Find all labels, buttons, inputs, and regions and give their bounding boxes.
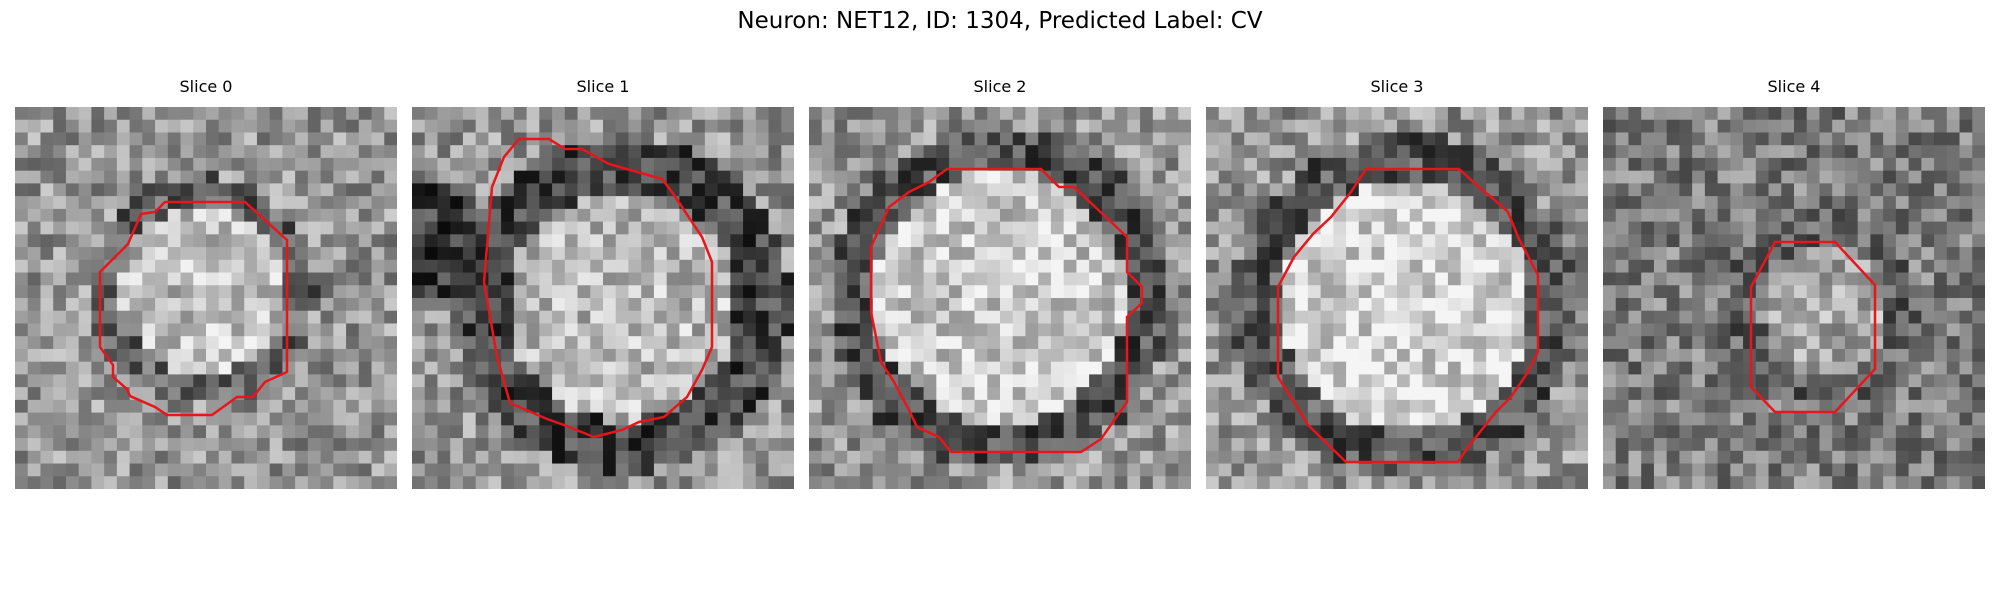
slice-panel-3: Slice 3 — [1206, 77, 1588, 489]
contour-3 — [1276, 167, 1540, 464]
slice-panel-4: Slice 4 — [1603, 77, 1985, 489]
slice-title-0: Slice 0 — [179, 77, 233, 96]
slice-panel-0: Slice 0 — [15, 77, 397, 489]
slice-panel-1: Slice 1 — [412, 77, 794, 489]
slice-title-4: Slice 4 — [1767, 77, 1821, 96]
slice-image-0 — [15, 107, 397, 489]
slice-title-3: Slice 3 — [1370, 77, 1424, 96]
contour-2 — [869, 167, 1144, 454]
slice-image-1 — [412, 107, 794, 489]
contour-4 — [1749, 240, 1877, 414]
slice-image-3 — [1206, 107, 1588, 489]
slice-title-1: Slice 1 — [576, 77, 630, 96]
contour-1 — [482, 137, 714, 439]
contour-0 — [98, 200, 289, 417]
slice-panel-2: Slice 2 — [809, 77, 1191, 489]
slice-image-2 — [809, 107, 1191, 489]
figure-title: Neuron: NET12, ID: 1304, Predicted Label… — [737, 8, 1263, 34]
slice-image-4 — [1603, 107, 1985, 489]
slice-title-2: Slice 2 — [973, 77, 1027, 96]
